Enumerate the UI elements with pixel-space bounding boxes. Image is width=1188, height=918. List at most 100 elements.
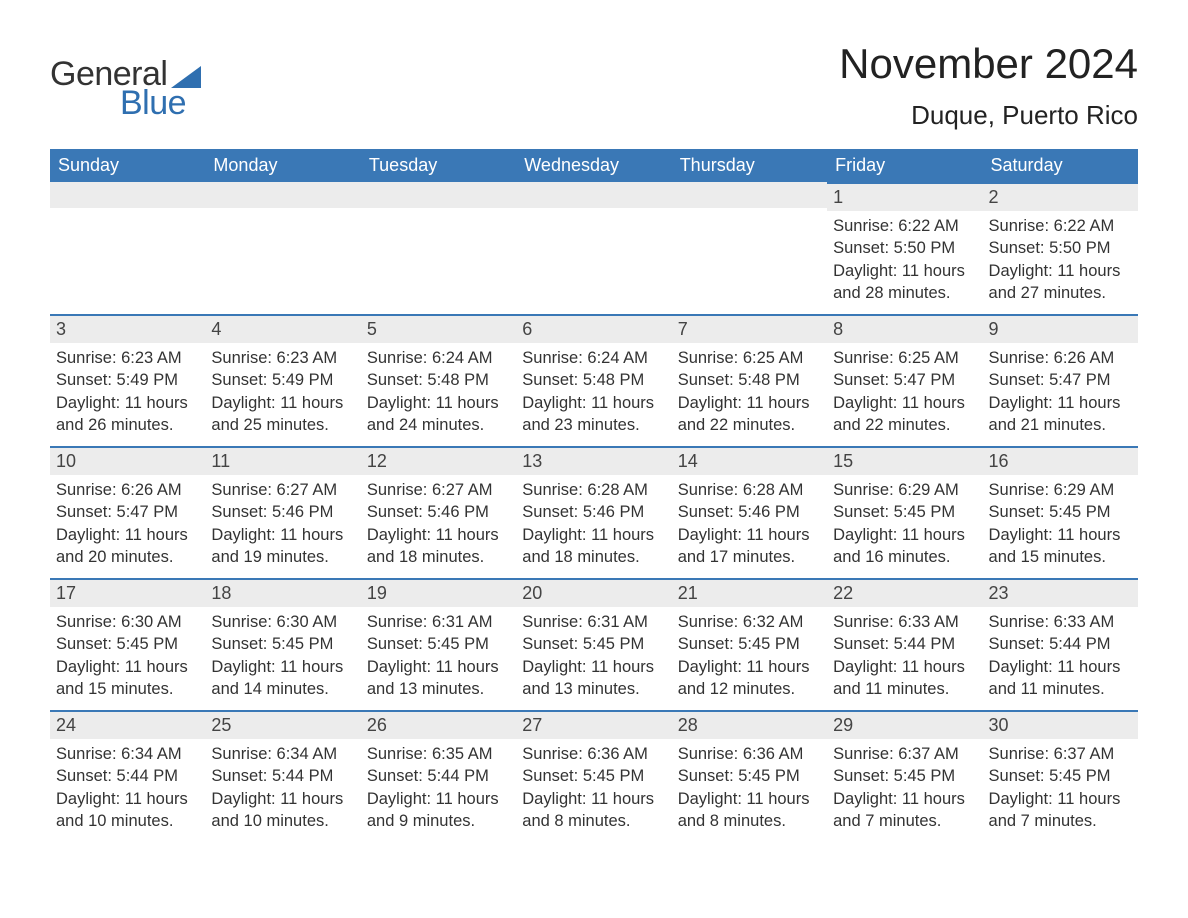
calendar-cell: 11Sunrise: 6:27 AMSunset: 5:46 PMDayligh… [205,446,360,578]
sunrise-value: 6:24 AM [587,349,648,367]
sunrise-label: Sunrise [833,613,889,631]
sunrise-label: Sunrise [989,613,1045,631]
sunrise-value: 6:33 AM [1054,613,1115,631]
sunrise-line: Sunrise: 6:30 AM [211,611,354,633]
daylight-label: Daylight [56,526,116,544]
day-details: Sunrise: 6:24 AMSunset: 5:48 PMDaylight:… [361,343,516,440]
sunset-value: 5:45 PM [583,767,644,785]
daylight-line: Daylight: 11 hours and 18 minutes. [367,524,510,569]
sunrise-value: 6:35 AM [432,745,493,763]
daylight-line: Daylight: 11 hours and 11 minutes. [989,656,1132,701]
calendar-cell: 23Sunrise: 6:33 AMSunset: 5:44 PMDayligh… [983,578,1138,710]
sunset-label: Sunset [367,503,418,521]
calendar-week-row: 10Sunrise: 6:26 AMSunset: 5:47 PMDayligh… [50,446,1138,578]
day-details: Sunrise: 6:36 AMSunset: 5:45 PMDaylight:… [516,739,671,836]
sunset-label: Sunset [989,239,1040,257]
sunrise-line: Sunrise: 6:25 AM [833,347,976,369]
sunset-line: Sunset: 5:49 PM [56,369,199,391]
daylight-line: Daylight: 11 hours and 25 minutes. [211,392,354,437]
weekday-header: Wednesday [516,149,671,182]
day-details: Sunrise: 6:23 AMSunset: 5:49 PMDaylight:… [50,343,205,440]
daylight-line: Daylight: 11 hours and 21 minutes. [989,392,1132,437]
daylight-line: Daylight: 11 hours and 12 minutes. [678,656,821,701]
sunrise-label: Sunrise [833,481,889,499]
calendar-cell: 13Sunrise: 6:28 AMSunset: 5:46 PMDayligh… [516,446,671,578]
day-number: 19 [361,578,516,607]
sunrise-label: Sunrise [56,349,112,367]
sunset-label: Sunset [833,767,884,785]
sunset-line: Sunset: 5:46 PM [522,501,665,523]
sunset-label: Sunset [989,767,1040,785]
day-details: Sunrise: 6:32 AMSunset: 5:45 PMDaylight:… [672,607,827,704]
day-number: 1 [827,182,982,211]
daylight-line: Daylight: 11 hours and 19 minutes. [211,524,354,569]
day-details: Sunrise: 6:27 AMSunset: 5:46 PMDaylight:… [361,475,516,572]
sunrise-value: 6:30 AM [277,613,338,631]
logo: General Blue [50,55,201,123]
calendar-cell: 9Sunrise: 6:26 AMSunset: 5:47 PMDaylight… [983,314,1138,446]
daylight-label: Daylight [211,394,271,412]
month-title: November 2024 [839,40,1138,88]
sunset-label: Sunset [367,371,418,389]
sunset-value: 5:45 PM [1049,767,1110,785]
sunset-value: 5:49 PM [117,371,178,389]
weekday-header: Sunday [50,149,205,182]
weekday-header: Saturday [983,149,1138,182]
sunrise-label: Sunrise [56,613,112,631]
day-details: Sunrise: 6:24 AMSunset: 5:48 PMDaylight:… [516,343,671,440]
sunset-label: Sunset [522,767,573,785]
calendar-cell: 4Sunrise: 6:23 AMSunset: 5:49 PMDaylight… [205,314,360,446]
sunset-label: Sunset [522,635,573,653]
daylight-label: Daylight [522,658,582,676]
daylight-line: Daylight: 11 hours and 15 minutes. [989,524,1132,569]
sunset-value: 5:50 PM [1049,239,1110,257]
sunset-line: Sunset: 5:44 PM [56,765,199,787]
daylight-label: Daylight [833,658,893,676]
calendar-cell: 18Sunrise: 6:30 AMSunset: 5:45 PMDayligh… [205,578,360,710]
sunrise-value: 6:23 AM [277,349,338,367]
sunrise-line: Sunrise: 6:29 AM [833,479,976,501]
day-number: 9 [983,314,1138,343]
day-number: 6 [516,314,671,343]
calendar-week-row: 24Sunrise: 6:34 AMSunset: 5:44 PMDayligh… [50,710,1138,842]
calendar-cell: 3Sunrise: 6:23 AMSunset: 5:49 PMDaylight… [50,314,205,446]
calendar-cell: 19Sunrise: 6:31 AMSunset: 5:45 PMDayligh… [361,578,516,710]
day-number: 17 [50,578,205,607]
sunset-label: Sunset [522,371,573,389]
sunset-label: Sunset [56,503,107,521]
day-number: 10 [50,446,205,475]
sunset-line: Sunset: 5:45 PM [522,765,665,787]
day-number: 16 [983,446,1138,475]
sunrise-label: Sunrise [56,481,112,499]
sunrise-line: Sunrise: 6:33 AM [833,611,976,633]
sunset-line: Sunset: 5:44 PM [367,765,510,787]
sunset-label: Sunset [989,635,1040,653]
sunset-label: Sunset [56,635,107,653]
calendar-page: General Blue November 2024 Duque, Puerto… [0,0,1188,872]
day-number: 28 [672,710,827,739]
day-details: Sunrise: 6:26 AMSunset: 5:47 PMDaylight:… [50,475,205,572]
sunrise-value: 6:30 AM [121,613,182,631]
sunset-label: Sunset [678,635,729,653]
day-number: 13 [516,446,671,475]
daylight-line: Daylight: 11 hours and 26 minutes. [56,392,199,437]
day-details: Sunrise: 6:22 AMSunset: 5:50 PMDaylight:… [827,211,982,308]
sunset-line: Sunset: 5:46 PM [678,501,821,523]
sunset-value: 5:47 PM [117,503,178,521]
sunrise-value: 6:29 AM [1054,481,1115,499]
day-number: 27 [516,710,671,739]
sunrise-line: Sunrise: 6:35 AM [367,743,510,765]
day-number: 3 [50,314,205,343]
day-details: Sunrise: 6:23 AMSunset: 5:49 PMDaylight:… [205,343,360,440]
sunset-value: 5:48 PM [427,371,488,389]
daylight-line: Daylight: 11 hours and 15 minutes. [56,656,199,701]
daylight-label: Daylight [833,394,893,412]
sunset-line: Sunset: 5:49 PM [211,369,354,391]
calendar-table: SundayMondayTuesdayWednesdayThursdayFrid… [50,149,1138,842]
sunset-value: 5:48 PM [583,371,644,389]
day-number: 12 [361,446,516,475]
daylight-label: Daylight [678,790,738,808]
calendar-cell: 12Sunrise: 6:27 AMSunset: 5:46 PMDayligh… [361,446,516,578]
day-details: Sunrise: 6:34 AMSunset: 5:44 PMDaylight:… [50,739,205,836]
sunset-label: Sunset [833,371,884,389]
